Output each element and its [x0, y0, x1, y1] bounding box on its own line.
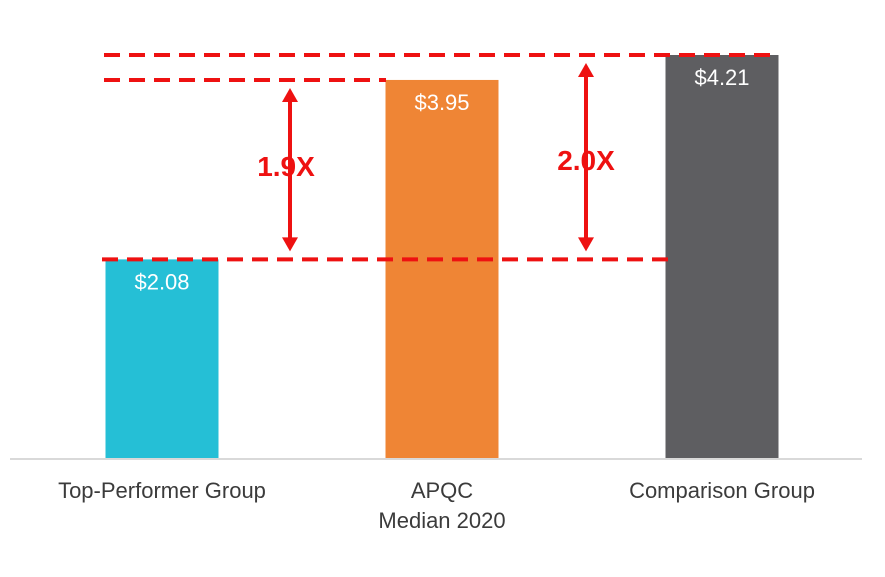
bar-2 — [665, 55, 779, 459]
ratio-arrow-1 — [578, 63, 594, 252]
value-label-1: $3.95 — [414, 90, 469, 115]
category-label-1: APQC Median 2020 — [378, 478, 505, 533]
bar-0 — [105, 259, 219, 459]
category-label-2: Comparison Group — [629, 478, 815, 503]
value-label-2: $4.21 — [694, 65, 749, 90]
ratio-label-1: 2.0X — [557, 145, 615, 176]
ratio-arrow-0 — [282, 87, 298, 252]
ratio-label-0: 1.9X — [257, 151, 315, 182]
value-label-0: $2.08 — [134, 269, 189, 294]
category-label-0: Top-Performer Group — [58, 478, 266, 503]
bar-1 — [385, 79, 499, 459]
